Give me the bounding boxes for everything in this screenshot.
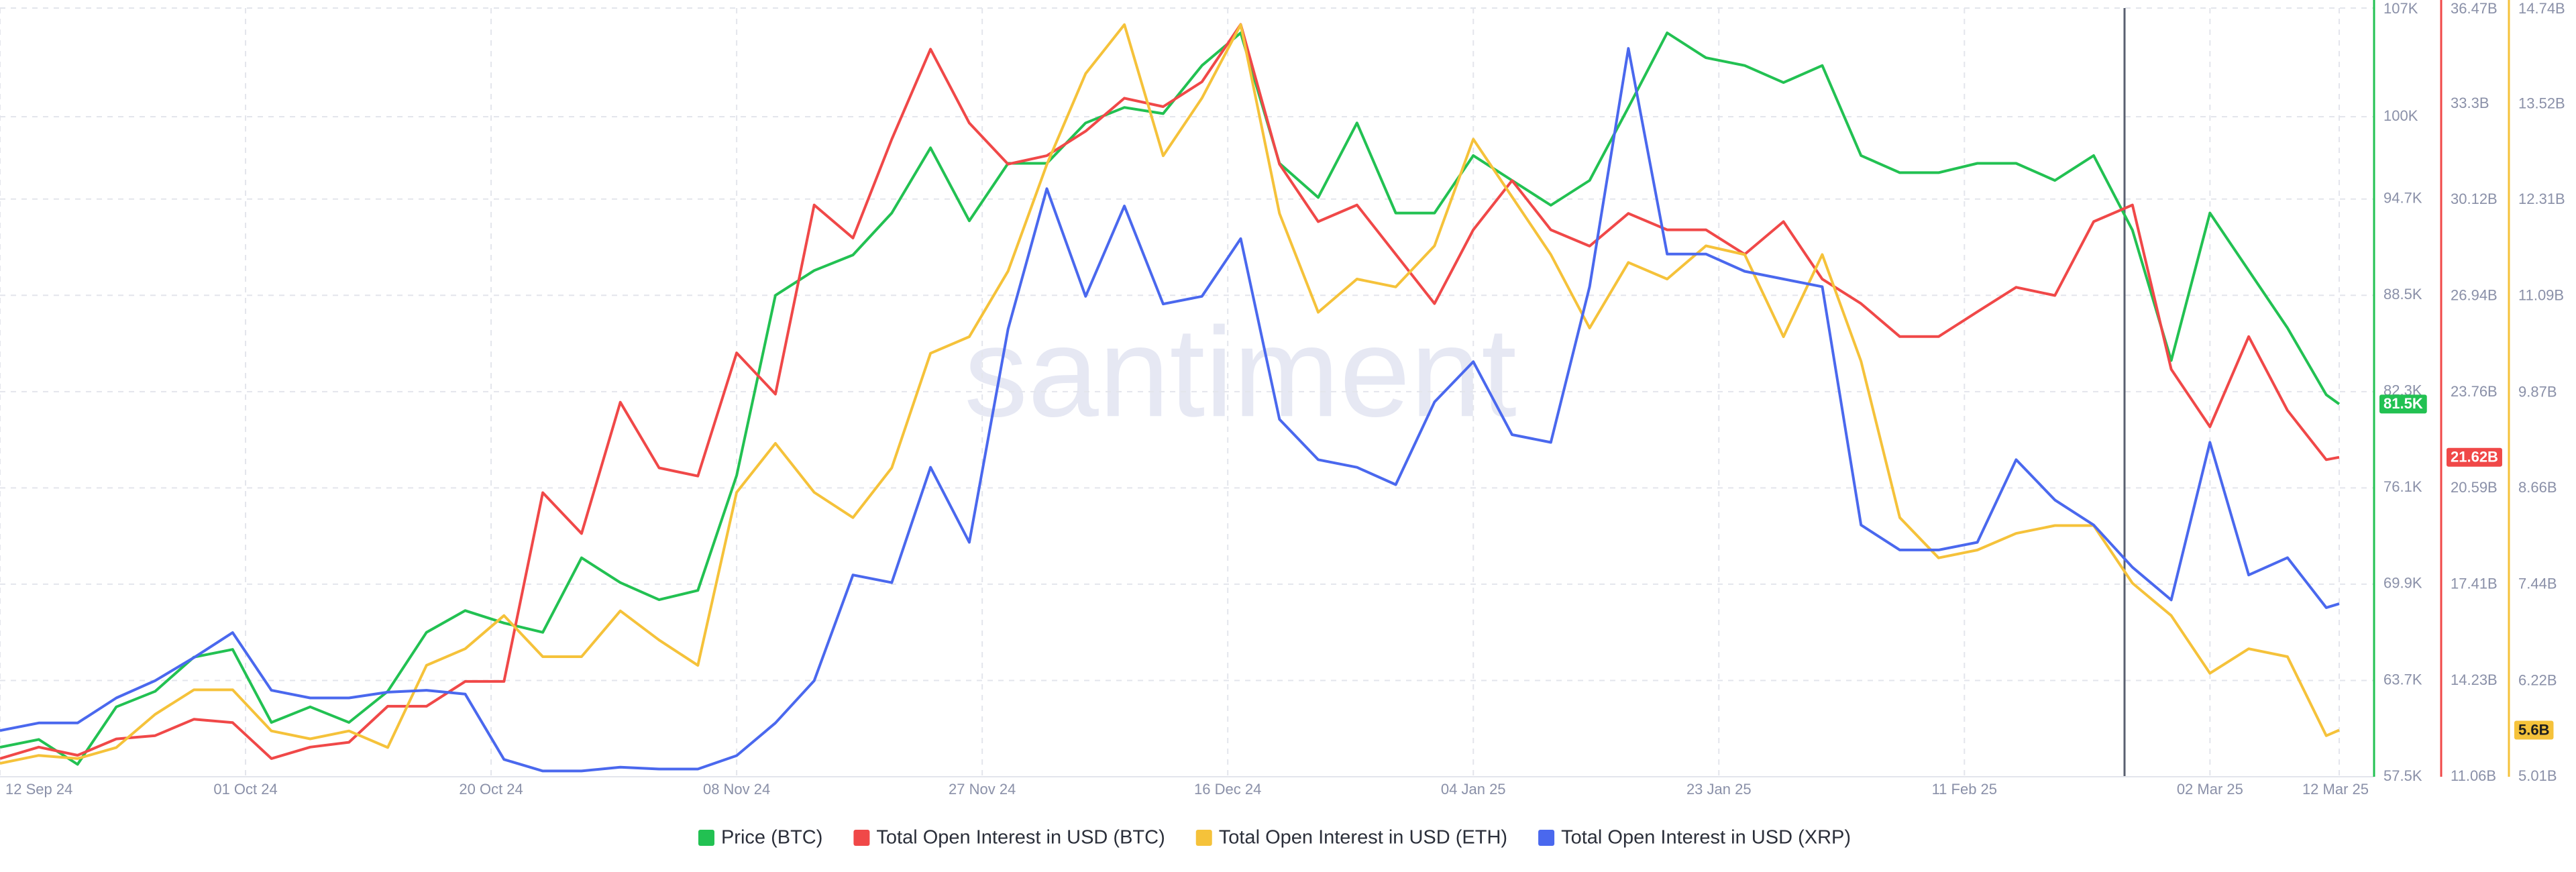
y-tick-label: 26.94B	[2451, 287, 2498, 304]
legend-label: Total Open Interest in USD (XRP)	[1561, 827, 1851, 849]
last-value-badge	[2447, 447, 2502, 467]
series-line	[0, 47, 2340, 773]
y-tick-label: 107K	[2383, 0, 2418, 17]
x-tick-label: 23 Jan 25	[1686, 781, 1752, 798]
x-tick-label: 11 Feb 25	[1932, 781, 1997, 798]
x-tick-label: 20 Oct 24	[459, 781, 523, 798]
y-tick-label: 33.3B	[2451, 95, 2489, 111]
x-tick-label: 12 Sep 24	[5, 781, 72, 798]
series-line	[0, 23, 2340, 760]
y-tick-label: 100K	[2383, 107, 2418, 124]
y-tick-label: 14.23B	[2451, 671, 2498, 688]
x-tick-label: 04 Jan 25	[1441, 781, 1506, 798]
y-tick-label: 13.52B	[2518, 95, 2565, 112]
legend-swatch	[853, 830, 870, 846]
legend-swatch	[1195, 830, 1212, 846]
y-tick-label: 36.47B	[2451, 0, 2498, 17]
x-tick-label: 27 Nov 24	[949, 781, 1016, 798]
legend-item: Total Open Interest in USD (BTC)	[853, 827, 1165, 849]
series-line	[0, 23, 2340, 765]
y-tick-label: 57.5K	[2383, 767, 2422, 784]
y-tick-label: 9.87B	[2518, 383, 2557, 400]
legend-item: Total Open Interest in USD (ETH)	[1195, 827, 1507, 849]
y-tick-label: 11.06B	[2451, 767, 2496, 784]
y-tick-label: 6.22B	[2518, 671, 2557, 688]
y-tick-label: 69.9K	[2383, 575, 2422, 592]
legend-swatch	[1538, 830, 1555, 846]
legend-item: Total Open Interest in USD (XRP)	[1538, 827, 1851, 849]
y-tick-label: 63.7K	[2383, 671, 2422, 688]
y-tick-label: 7.44B	[2518, 576, 2557, 592]
x-tick-label: 08 Nov 24	[703, 781, 770, 798]
series-line	[0, 32, 2341, 766]
watermark: santiment	[964, 301, 1517, 443]
x-tick-label: 01 Oct 24	[213, 781, 277, 798]
last-value-label: 5.6B	[2518, 721, 2549, 738]
plot	[0, 23, 2341, 773]
y-tick-label: 94.7K	[2383, 190, 2422, 207]
y-tick-label: 11.09B	[2518, 287, 2564, 304]
y-tick-label: 30.12B	[2451, 190, 2498, 207]
legend-label: Price (BTC)	[721, 827, 822, 849]
x-tick-label: 12 Mar 25	[2302, 781, 2369, 798]
y-tick-label: 20.59B	[2451, 479, 2498, 496]
last-value-badge	[2379, 394, 2427, 414]
x-tick-label: 16 Dec 24	[1194, 781, 1261, 798]
y-tick-label: 76.1K	[2383, 478, 2422, 495]
last-value-label: 81.5K	[2383, 395, 2423, 412]
y-tick-label: 17.41B	[2451, 575, 2498, 592]
y-tick-label: 14.74B	[2518, 0, 2565, 17]
x-tick-label: 02 Mar 25	[2177, 781, 2243, 798]
y-tick-label: 8.66B	[2518, 479, 2557, 496]
last-value-label: 21.62B	[2451, 449, 2498, 466]
last-value-badge	[2514, 720, 2554, 740]
legend-label: Total Open Interest in USD (ETH)	[1219, 827, 1507, 849]
legend-label: Total Open Interest in USD (BTC)	[876, 827, 1165, 849]
legend-item: Price (BTC)	[698, 827, 822, 849]
y-tick-label: 88.5K	[2383, 286, 2422, 303]
y-tick-label: 23.76B	[2451, 383, 2498, 400]
legend: Price (BTC) Total Open Interest in USD (B…	[698, 827, 1851, 849]
axes: 12 Sep 24 01 Oct 24 20 Oct 24 08 Nov 24 27 N…	[0, 0, 2565, 798]
y-tick-label: 12.31B	[2518, 190, 2565, 207]
y-tick-label: 5.01B	[2518, 767, 2557, 784]
legend-swatch	[698, 830, 714, 846]
